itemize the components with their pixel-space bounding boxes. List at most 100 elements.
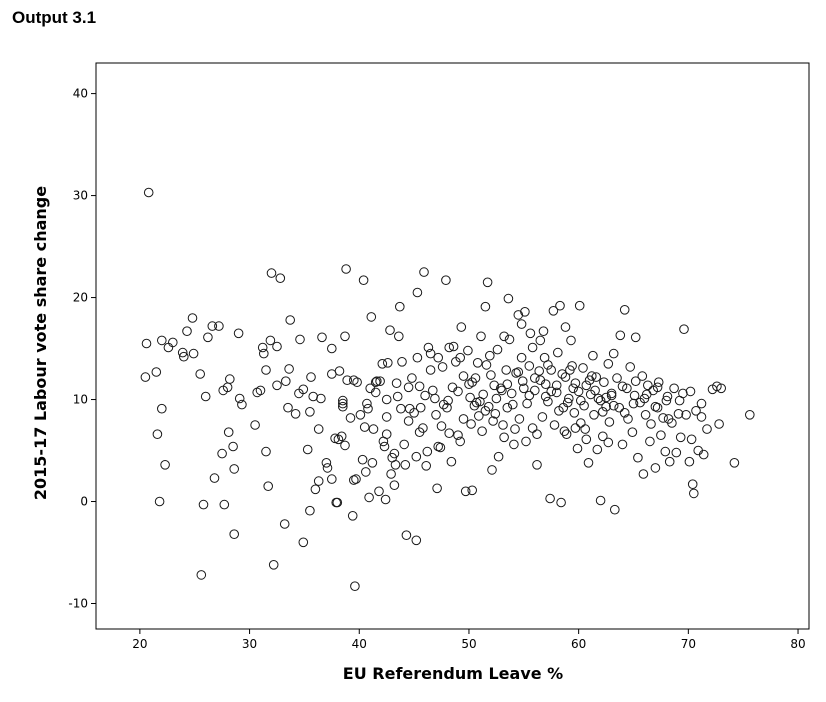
- data-point: [442, 402, 452, 413]
- data-point: [497, 385, 507, 396]
- data-point: [652, 402, 663, 413]
- data-point: [598, 431, 608, 442]
- data-point: [622, 383, 632, 394]
- data-point: [519, 383, 529, 394]
- data-point: [268, 560, 279, 570]
- data-point: [281, 376, 291, 387]
- data-point: [482, 277, 493, 288]
- data-point: [566, 335, 576, 346]
- data-point: [460, 486, 471, 497]
- data-point: [530, 373, 540, 383]
- data-point: [630, 376, 641, 387]
- data-point: [187, 313, 198, 323]
- data-point: [675, 432, 686, 443]
- data-point: [409, 408, 419, 418]
- data-point: [581, 434, 592, 445]
- data-point: [623, 414, 633, 424]
- data-point: [663, 414, 674, 424]
- data-point: [160, 460, 170, 470]
- data-point: [432, 483, 442, 494]
- data-point: [669, 383, 679, 394]
- data-point: [557, 369, 568, 379]
- data-point: [327, 474, 337, 484]
- data-point: [466, 419, 476, 429]
- data-point: [696, 412, 707, 422]
- data-point: [516, 352, 527, 363]
- data-point: [305, 505, 315, 516]
- data-point: [420, 390, 430, 401]
- data-point: [425, 365, 436, 375]
- data-point: [604, 417, 615, 427]
- data-point: [702, 424, 712, 434]
- data-point: [463, 345, 473, 356]
- x-tick-label: 50: [461, 637, 476, 651]
- data-point: [601, 401, 611, 412]
- data-point: [414, 427, 425, 438]
- data-point: [511, 368, 521, 378]
- data-point: [712, 381, 722, 392]
- data-point: [532, 460, 542, 470]
- data-point: [425, 348, 436, 359]
- data-point: [598, 407, 608, 417]
- data-point: [538, 326, 549, 337]
- data-point: [687, 479, 698, 490]
- x-tick-label: 30: [242, 637, 257, 651]
- data-point: [503, 293, 514, 304]
- data-point: [255, 385, 266, 396]
- data-point: [641, 389, 652, 400]
- output-title: Output 3.1: [12, 8, 97, 27]
- data-point: [422, 446, 433, 457]
- data-point: [485, 350, 495, 361]
- data-point: [435, 442, 446, 453]
- data-point: [524, 361, 535, 371]
- data-point: [433, 441, 444, 452]
- data-point: [645, 436, 655, 447]
- data-point: [283, 402, 293, 413]
- data-point: [295, 334, 305, 345]
- data-point: [433, 352, 444, 363]
- data-point: [502, 402, 513, 413]
- data-point: [444, 428, 455, 439]
- data-point: [510, 424, 520, 434]
- data-point: [610, 504, 620, 515]
- data-point: [338, 395, 348, 406]
- data-point: [214, 321, 224, 331]
- data-point: [595, 395, 606, 406]
- data-point: [351, 474, 361, 484]
- data-points: [140, 187, 755, 592]
- data-point: [237, 399, 247, 410]
- data-point: [217, 448, 227, 459]
- data-point: [652, 382, 663, 393]
- data-point: [338, 398, 348, 409]
- data-point: [363, 403, 373, 414]
- data-point: [333, 434, 344, 445]
- data-point: [290, 409, 301, 419]
- data-point: [560, 322, 571, 332]
- data-point: [266, 268, 277, 278]
- data-point: [372, 376, 382, 387]
- data-point: [225, 374, 235, 384]
- x-tick-label: 20: [132, 637, 147, 651]
- data-point: [219, 499, 230, 510]
- data-point: [188, 348, 199, 359]
- data-point: [367, 458, 378, 468]
- data-point: [608, 400, 619, 411]
- data-point: [583, 458, 594, 468]
- y-axis: -10 0 10 20 30 40: [68, 87, 96, 611]
- data-point: [366, 312, 377, 322]
- data-point: [548, 306, 559, 316]
- data-point: [474, 411, 484, 421]
- data-point: [686, 434, 697, 445]
- data-point: [203, 332, 213, 343]
- data-point: [407, 373, 417, 383]
- data-point: [525, 328, 536, 339]
- data-point: [551, 380, 562, 391]
- data-point: [549, 420, 560, 430]
- data-point: [233, 328, 244, 339]
- data-point: [448, 341, 459, 352]
- data-point: [358, 275, 369, 286]
- data-point: [578, 363, 588, 373]
- data-point: [556, 497, 566, 508]
- data-point: [140, 372, 151, 382]
- data-point: [381, 412, 392, 422]
